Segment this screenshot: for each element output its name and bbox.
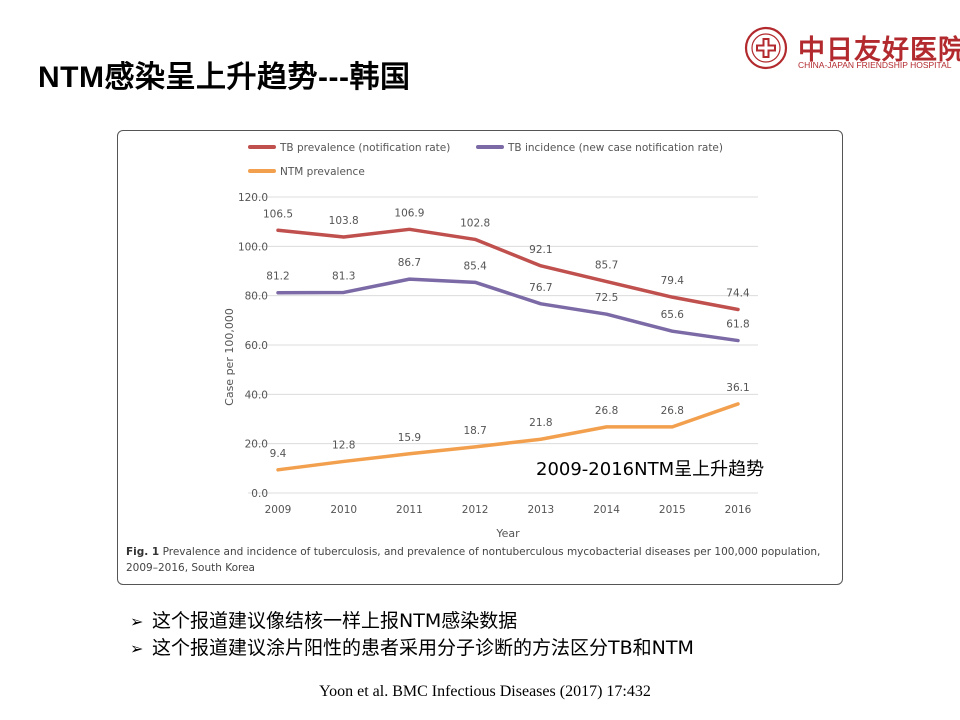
y-tick-label: 40.0 xyxy=(245,389,268,401)
data-label: 26.8 xyxy=(595,405,618,417)
data-label: 72.5 xyxy=(595,292,618,304)
data-label: 81.3 xyxy=(332,270,355,282)
x-tick-label: 2009 xyxy=(265,504,292,516)
y-axis-label: Case per 100,000 xyxy=(223,308,236,406)
arrow-bullet-icon: ➢ xyxy=(130,639,144,658)
data-label: 18.7 xyxy=(463,425,486,437)
figure-panel: TB prevalence (notification rate) TB inci… xyxy=(117,130,843,585)
series-line xyxy=(276,227,740,312)
data-label: 81.2 xyxy=(266,271,289,283)
data-label: 106.5 xyxy=(263,208,293,220)
y-tick-label: 80.0 xyxy=(245,291,268,303)
x-axis-label: Year xyxy=(495,527,520,540)
data-label: 21.8 xyxy=(529,417,552,429)
x-tick-label: 2011 xyxy=(396,504,423,516)
y-tick-label: 60.0 xyxy=(245,340,268,352)
y-tick-label: 120.0 xyxy=(238,192,268,204)
x-tick-label: 2014 xyxy=(593,504,620,516)
x-tick-label: 2015 xyxy=(659,504,686,516)
legend-label: TB incidence (new case notification rate… xyxy=(507,142,723,154)
y-tick-label: 100.0 xyxy=(238,241,268,253)
legend-label: TB prevalence (notification rate) xyxy=(279,142,450,154)
data-label: 12.8 xyxy=(332,439,355,451)
figure-caption: Fig. 1 Prevalence and incidence of tuber… xyxy=(126,544,838,576)
x-tick-label: 2012 xyxy=(462,504,489,516)
data-label: 74.4 xyxy=(726,287,750,299)
data-label: 102.8 xyxy=(460,217,490,229)
hospital-name-cn: 中日友好医院 xyxy=(798,35,960,66)
data-label: 26.8 xyxy=(661,405,684,417)
data-label: 65.6 xyxy=(661,309,685,321)
data-label: 9.4 xyxy=(270,448,287,460)
bullet-text: 这个报道建议涂片阳性的患者采用分子诊断的方法区分TB和NTM xyxy=(152,637,694,659)
hospital-seal-icon xyxy=(744,26,788,70)
bullet-item: ➢ 这个报道建议涂片阳性的患者采用分子诊断的方法区分TB和NTM xyxy=(130,635,694,662)
slide-title: NTM感染呈上升趋势---韩国 xyxy=(38,61,411,94)
hospital-name-en: CHINA-JAPAN FRIENDSHIP HOSPITAL xyxy=(798,60,952,70)
y-tick-label: 0.0 xyxy=(251,488,268,500)
bullet-text: 这个报道建议像结核一样上报NTM感染数据 xyxy=(152,610,518,632)
data-label: 86.7 xyxy=(398,257,421,269)
data-label: 106.9 xyxy=(394,207,424,219)
line-chart: TB prevalence (notification rate) TB inci… xyxy=(223,142,758,540)
data-label: 15.9 xyxy=(398,432,421,444)
figure-caption-text: Prevalence and incidence of tuberculosis… xyxy=(126,546,821,574)
data-label: 76.7 xyxy=(529,282,552,294)
data-label: 92.1 xyxy=(529,244,552,256)
data-label: 103.8 xyxy=(329,215,359,227)
x-tick-label: 2013 xyxy=(527,504,554,516)
data-label: 85.4 xyxy=(463,260,487,272)
arrow-bullet-icon: ➢ xyxy=(130,612,144,631)
series-line xyxy=(276,402,740,472)
hospital-logo: 中日友好医院 CHINA-JAPAN FRIENDSHIP HOSPITAL xyxy=(744,26,960,74)
y-tick-label: 20.0 xyxy=(245,439,268,451)
data-label: 61.8 xyxy=(726,319,749,331)
data-label: 85.7 xyxy=(595,260,618,272)
bullet-list: ➢ 这个报道建议像结核一样上报NTM感染数据 ➢ 这个报道建议涂片阳性的患者采用分子… xyxy=(130,608,694,662)
citation: Yoon et al. BMC Infectious Diseases (201… xyxy=(319,683,651,700)
trend-annotation: 2009-2016NTM呈上升趋势 xyxy=(536,459,765,480)
series-line xyxy=(276,277,740,343)
x-tick-label: 2010 xyxy=(330,504,357,516)
data-label: 79.4 xyxy=(661,275,685,287)
figure-caption-label: Fig. 1 xyxy=(126,546,160,558)
data-label: 36.1 xyxy=(726,382,749,394)
x-tick-label: 2016 xyxy=(725,504,752,516)
legend-label: NTM prevalence xyxy=(280,166,365,178)
bullet-item: ➢ 这个报道建议像结核一样上报NTM感染数据 xyxy=(130,608,694,635)
